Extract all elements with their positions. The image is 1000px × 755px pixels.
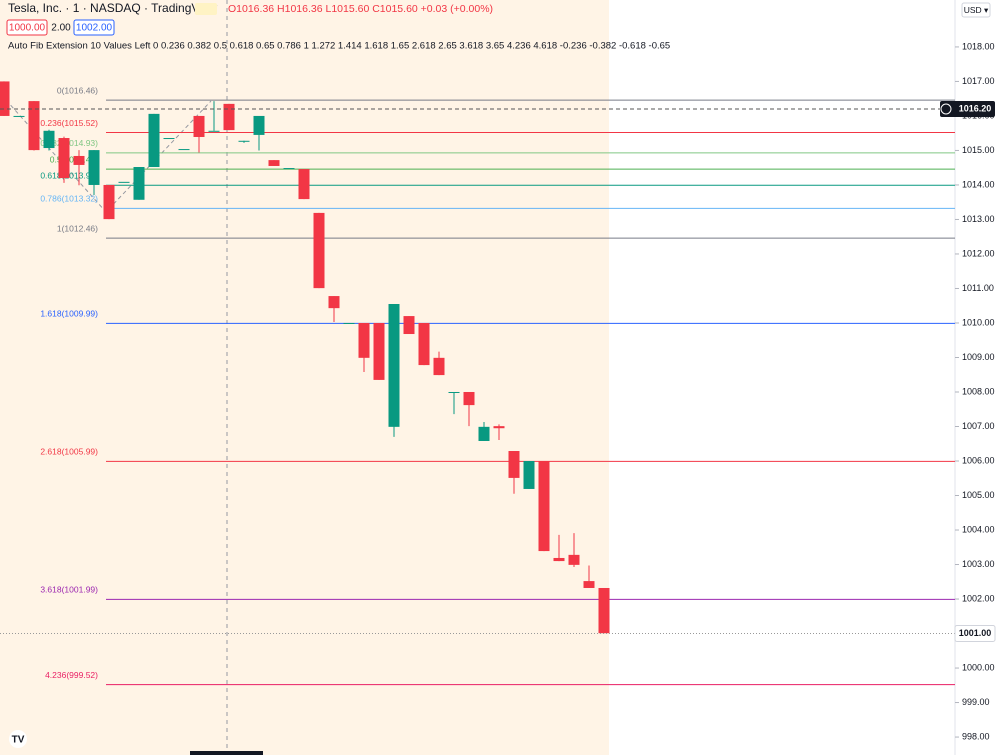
currency-button[interactable] (961, 2, 991, 18)
y-tick-label: 1011.00 (962, 283, 994, 293)
y-tick-label: 1007.00 (962, 421, 995, 431)
candle-body (523, 461, 535, 489)
input-value: 2.00 (51, 23, 71, 34)
logo-text: TV (12, 735, 25, 746)
fib-level-label: 2.618(1005.99) (40, 447, 98, 457)
session-background (0, 0, 609, 755)
candle-body (133, 167, 145, 200)
input-box[interactable] (6, 19, 48, 36)
fib-level-label: 1.618(1009.99) (40, 309, 98, 319)
indicator-legend: Auto Fib Extension 10 Values Left 0 0.23… (8, 41, 670, 52)
candle-body (238, 140, 250, 142)
candle-body (0, 81, 10, 116)
candle-body (208, 130, 220, 132)
price-label-box (940, 101, 995, 118)
y-tick-label: 1000.00 (962, 662, 995, 672)
fib-level-label: 4.236(999.52) (45, 670, 98, 680)
y-tick-label: 1006.00 (962, 455, 995, 465)
price-label: 1001.00 (959, 628, 992, 638)
currency-label: USD ▾ (964, 5, 989, 15)
candle-body (388, 304, 400, 427)
icon (195, 3, 217, 15)
candle-body (313, 212, 325, 289)
input-value: 1000.00 (9, 23, 46, 34)
candle-body (328, 296, 340, 309)
candle-body (538, 461, 550, 552)
candle-body (28, 101, 40, 151)
y-tick-label: 1002.00 (962, 593, 995, 603)
y-tick-label: 1017.00 (962, 76, 995, 86)
candle-body (568, 554, 580, 565)
candle-body (283, 168, 295, 170)
candle-body (373, 322, 385, 380)
input-value: 1002.00 (76, 23, 113, 34)
candle-body (163, 138, 175, 140)
y-tick-label: 1004.00 (962, 524, 995, 534)
candle-body (253, 115, 265, 135)
candle-body (268, 160, 280, 166)
candle-body (223, 103, 235, 131)
candle-body (148, 113, 160, 168)
candle-body (433, 357, 445, 376)
candle-body (58, 138, 70, 179)
candle-body (103, 184, 115, 220)
time-label-box (190, 751, 263, 755)
y-tick-label: 998.00 (962, 731, 990, 741)
candle-body (448, 391, 460, 393)
symbol-title: Tesla, Inc. · 1 · NASDAQ · TradingView (8, 1, 218, 15)
candle-body (88, 150, 100, 185)
candle-body (463, 391, 475, 406)
candle-body (193, 115, 205, 137)
price-label: 1016.20 (959, 103, 992, 113)
ohlc-values: O1016.36 H1016.36 L1015.60 C1015.60 +0.0… (228, 3, 493, 15)
candle-body (43, 130, 55, 149)
candle-body (478, 426, 490, 441)
y-tick-label: 1018.00 (962, 41, 995, 51)
y-tick-label: 1008.00 (962, 386, 995, 396)
candle-body (418, 322, 430, 366)
fib-level-label: 3.618(1001.99) (40, 585, 98, 595)
candle-body (13, 115, 25, 117)
y-tick-label: 999.00 (962, 697, 990, 707)
y-tick-label: 1014.00 (962, 179, 995, 189)
y-tick-label: 1013.00 (962, 214, 995, 224)
candle-body (508, 450, 520, 478)
candle-body (583, 581, 595, 588)
y-tick-label: 1009.00 (962, 352, 995, 362)
fib-level-label: 0.786(1013.32) (40, 194, 98, 204)
y-tick-label: 1012.00 (962, 248, 995, 258)
fib-level-label: 0(1016.46) (57, 85, 98, 95)
candle-body (493, 426, 505, 429)
y-tick-label: 1003.00 (962, 559, 995, 569)
input-box[interactable] (73, 19, 115, 36)
candle-body (403, 316, 415, 335)
plus-icon[interactable] (940, 103, 952, 115)
candle-body (118, 181, 130, 183)
price-label-box (954, 625, 996, 643)
candle-body (343, 322, 355, 324)
candle-body (178, 149, 190, 151)
y-tick-label: 1010.00 (962, 317, 995, 327)
fib-level-label: 1(1012.46) (57, 223, 98, 233)
y-tick-label: 1015.00 (962, 145, 995, 155)
y-tick-label: 1005.00 (962, 490, 995, 500)
plot: 998.00 999.00 1000.00 1001.00 1002.00 1003.00… (0, 41, 996, 741)
candle-body (358, 322, 370, 358)
candle-body (553, 557, 565, 562)
fib-level-label: 0.236(1015.52) (40, 118, 98, 128)
candle-body (598, 587, 610, 634)
candle-body (73, 155, 85, 165)
logo (9, 730, 27, 748)
candle-body (298, 169, 310, 200)
